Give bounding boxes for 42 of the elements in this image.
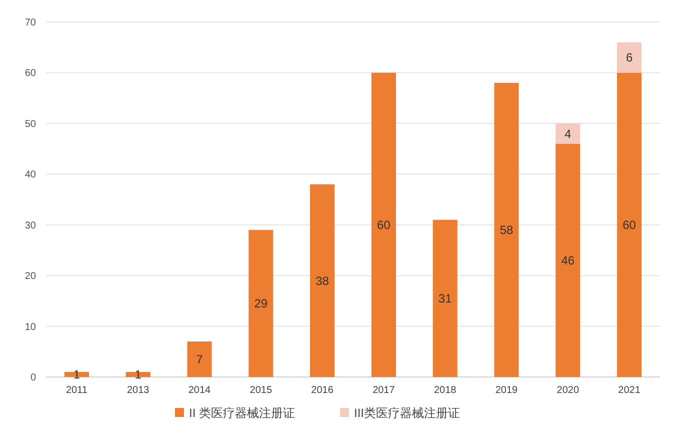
x-tick-label: 2013 [126, 385, 150, 396]
x-tick-label: 2018 [434, 385, 457, 396]
x-tick-label: 2019 [495, 385, 518, 396]
x-tick-label: 2016 [311, 385, 334, 396]
data-label: 60 [377, 218, 391, 232]
x-tick-label: 2011 [66, 385, 88, 396]
y-tick-label: 70 [24, 18, 36, 28]
data-label: 60 [622, 218, 636, 232]
bar [617, 72, 642, 377]
x-tick-label: 2015 [250, 385, 272, 396]
bar [126, 372, 150, 377]
y-tick-label: 10 [24, 322, 36, 333]
bar [64, 372, 89, 377]
bar [494, 82, 519, 377]
x-tick-label: 2017 [372, 385, 396, 396]
y-tick-label: 60 [24, 68, 36, 80]
data-label: 46 [561, 254, 575, 268]
x-tick-label: 2021 [618, 385, 641, 396]
data-label: 38 [316, 274, 330, 288]
data-label: 6 [626, 50, 633, 65]
x-tick-label: 2020 [556, 385, 580, 396]
bar [248, 230, 274, 377]
data-label: 4 [564, 126, 572, 141]
data-label: 29 [254, 296, 268, 311]
legend-label: III类医疗器械注册证 [354, 406, 460, 420]
bar [617, 42, 642, 73]
bar [310, 184, 335, 377]
y-tick-label: 30 [24, 220, 36, 232]
bar [371, 72, 396, 377]
legend-label: II 类医疗器械注册证 [189, 406, 296, 420]
y-tick-label: 40 [24, 170, 36, 181]
bar [187, 342, 212, 377]
y-tick-label: 50 [24, 118, 36, 130]
y-tick-label: 20 [24, 271, 36, 282]
bar [556, 144, 580, 377]
data-label: 7 [196, 352, 204, 366]
data-label: 31 [438, 292, 452, 306]
x-tick-label: 2014 [188, 385, 212, 396]
bar [556, 123, 580, 144]
y-tick-label: 0 [30, 372, 36, 384]
bar [432, 220, 458, 377]
data-label: 58 [500, 223, 514, 238]
